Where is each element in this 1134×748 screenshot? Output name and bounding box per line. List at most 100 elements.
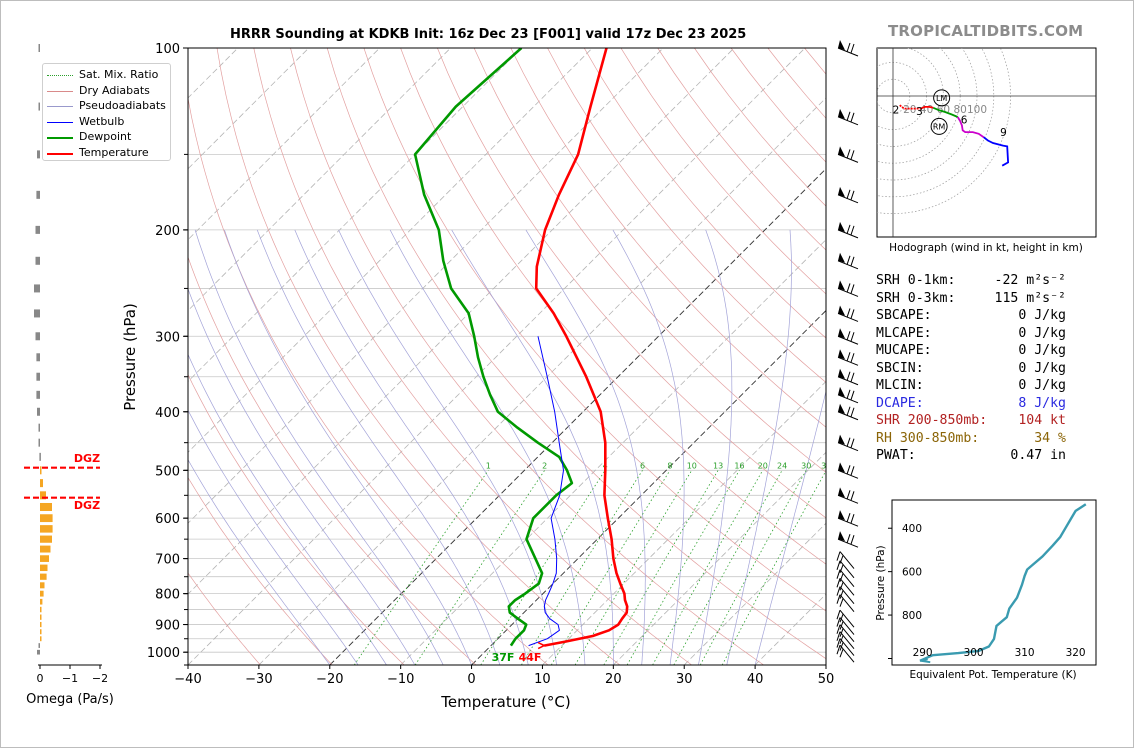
- parameter-table: SRH 0-1km: -22 m²s⁻² SRH 0-3km: 115 m²s⁻² SB…: [876, 272, 1066, 465]
- x-tick-label: 0: [467, 672, 475, 687]
- dry-adiabat: [290, 48, 764, 665]
- omega-bar: [40, 535, 52, 543]
- param-row: MLCAPE: 0 J/kg: [876, 325, 1066, 343]
- wind-barb-flag: [836, 578, 841, 588]
- moist-adiabat: [294, 229, 529, 665]
- theta-e-x-tick-label: 310: [1015, 647, 1035, 659]
- mixing-ratio-label: 30: [801, 461, 811, 470]
- legend-swatch: [47, 75, 73, 76]
- wetbulb-line: [528, 336, 564, 647]
- wind-barb-flag: [839, 590, 844, 599]
- wind-barb-flag: [846, 534, 851, 544]
- legend-item: Dry Adiabats: [43, 84, 170, 99]
- dewpoint-line: [413, 48, 574, 647]
- omega-bar: [40, 590, 44, 597]
- omega-bar: [38, 643, 40, 648]
- wind-barb-flag: [846, 283, 851, 293]
- wind-barb-flag: [836, 631, 841, 641]
- param-row: SBCAPE: 0 J/kg: [876, 307, 1066, 325]
- wind-barb-shaft: [837, 229, 859, 239]
- wind-barb-flag: [850, 407, 855, 417]
- omega-tick-label: −1: [62, 672, 78, 685]
- wind-barb-flag: [850, 256, 855, 266]
- param-row: RH 300-850mb: 34 %: [876, 430, 1066, 448]
- wind-barb-pennant: [838, 146, 845, 157]
- wind-barb-flag: [836, 560, 841, 570]
- wind-barb-shaft: [839, 560, 855, 579]
- wind-barb-flag: [836, 551, 841, 561]
- legend: Sat. Mix. Ratio Dry Adiabats Pseudoadiabat…: [42, 63, 171, 161]
- param-label: RH 300-850mb:: [876, 430, 980, 446]
- wind-barb-shaft: [839, 586, 855, 604]
- wind-barb-pennant: [838, 487, 845, 498]
- wind-barb-shaft: [837, 469, 859, 479]
- y-tick-label: 200: [155, 224, 180, 239]
- param-row: SRH 0-3km: 115 m²s⁻²: [876, 290, 1066, 308]
- x-tick-label: −30: [245, 672, 272, 687]
- wind-barb-flag: [846, 437, 851, 447]
- dry-adiabat: [583, 48, 826, 339]
- wind-barb-pennant: [838, 462, 845, 473]
- isotherm-line: [188, 48, 664, 524]
- param-label: SRH 0-3km:: [876, 290, 956, 306]
- isotherm-line: [258, 97, 826, 665]
- hodograph-trace: [920, 106, 934, 110]
- wind-barb-flag: [850, 390, 855, 400]
- omega-bar: [40, 629, 42, 635]
- omega-bar: [40, 479, 43, 488]
- theta-e-axes: 290 300 310 320 400 600 800: [888, 523, 1086, 659]
- hodograph-trace: [983, 136, 1010, 167]
- mixing-ratio-line: [414, 470, 546, 665]
- wind-barb-pennant: [838, 108, 845, 119]
- y-tick-label: 400: [155, 406, 180, 421]
- theta-e-y-tick-label: 400: [902, 523, 922, 535]
- wind-barb-flag: [846, 308, 851, 318]
- wind-barb-shaft: [837, 356, 859, 366]
- param-row: MUCAPE: 0 J/kg: [876, 342, 1066, 360]
- hodograph-ring-label: 80: [954, 104, 967, 116]
- x-tick-label: −40: [174, 672, 201, 687]
- moist-adiabat: [389, 229, 586, 665]
- moist-adiabat: [698, 229, 733, 665]
- x-tick-label: −10: [387, 672, 414, 687]
- wind-barbs: [836, 40, 859, 663]
- x-tick-label: 40: [747, 672, 764, 687]
- omega-bar: [40, 582, 45, 589]
- hodograph-height-label: 1: [865, 107, 872, 119]
- omega-bar: [35, 256, 40, 265]
- dry-adiabat: [510, 48, 826, 428]
- param-label: MUCAPE:: [876, 343, 932, 358]
- wind-barb-flag: [839, 582, 844, 591]
- legend-label: Dry Adiabats: [79, 83, 150, 97]
- mixing-ratio-line: [550, 470, 671, 665]
- moist-adiabat: [612, 229, 685, 665]
- wind-barb-flag: [839, 621, 844, 630]
- wind-barb-flag: [850, 309, 855, 319]
- wind-barb-pennant: [838, 434, 845, 445]
- hodograph-trace: [899, 104, 921, 110]
- wind-barb-flag: [846, 352, 851, 362]
- hodograph-trace: [932, 106, 959, 118]
- y-tick-label: 300: [155, 330, 180, 345]
- moist-adiabat: [194, 229, 444, 665]
- param-row: SHR 200-850mb: 104 kt: [876, 412, 1066, 430]
- x-tick-label: 10: [534, 672, 551, 687]
- wind-barb-flag: [850, 332, 855, 342]
- wind-barb-shaft: [837, 517, 859, 527]
- legend-item: Temperature: [43, 146, 170, 161]
- wind-barb-shaft: [837, 153, 859, 163]
- theta-e-line: [919, 503, 1087, 662]
- omega-bar: [38, 102, 40, 111]
- isotherm-line: [400, 239, 826, 665]
- y-tick-label: 700: [155, 553, 180, 568]
- surface-temp-label: 44F: [519, 651, 542, 664]
- moist-adiabat: [726, 229, 792, 665]
- wind-barb-flag: [836, 586, 841, 596]
- wind-barb-shaft: [839, 638, 855, 656]
- omega-bar: [40, 636, 42, 642]
- dry-adiabat: [188, 476, 333, 665]
- legend-swatch: [47, 90, 73, 92]
- param-value: 0 J/kg: [1018, 308, 1066, 323]
- legend-item: Dewpoint: [43, 130, 170, 145]
